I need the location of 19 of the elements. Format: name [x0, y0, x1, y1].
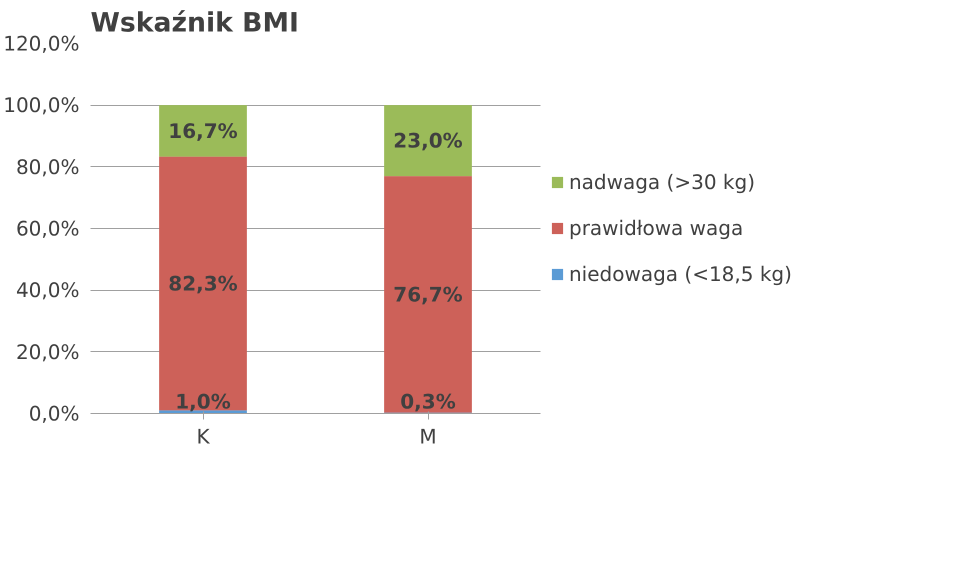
x-tick-label: M: [419, 424, 437, 448]
y-tick-label: 120,0%: [3, 32, 80, 56]
data-label: 23,0%: [393, 128, 463, 153]
y-tick-label: 80,0%: [16, 154, 80, 179]
legend-label: prawidłowa waga: [569, 216, 744, 240]
legend-label: niedowaga (<18,5 kg): [569, 262, 792, 286]
y-tick-label: 20,0%: [16, 340, 80, 364]
y-tick-label: 40,0%: [16, 278, 80, 302]
data-label: 1,0%: [175, 390, 231, 414]
data-label: 76,7%: [393, 282, 463, 306]
chart-title: Wskaźnik BMI: [90, 8, 299, 38]
y-tick-label: 60,0%: [16, 216, 80, 240]
data-label: 0,3%: [400, 390, 456, 414]
y-tick-label: 0,0%: [28, 402, 80, 426]
y-tick-label: 100,0%: [3, 93, 80, 118]
data-label: 82,3%: [168, 272, 238, 296]
data-label: 16,7%: [168, 118, 238, 143]
x-tick-label: K: [196, 424, 210, 448]
legend-label: nadwaga (>30 kg): [569, 170, 755, 194]
